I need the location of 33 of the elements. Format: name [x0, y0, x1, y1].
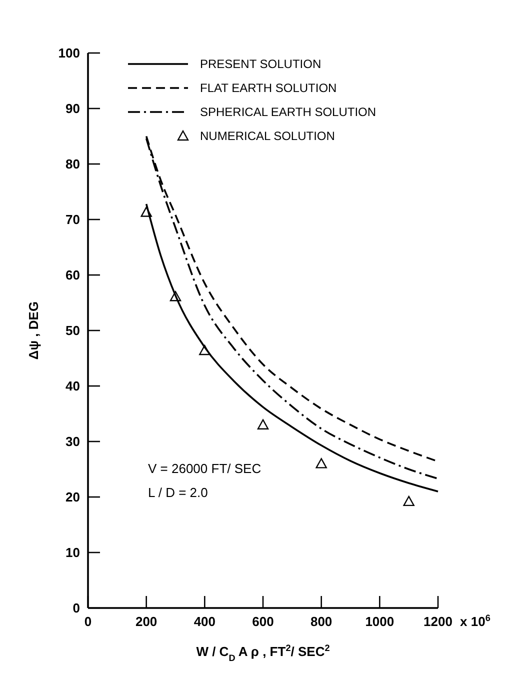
annotation: V = 26000 FT/ SEC [148, 461, 262, 476]
x-tick-label: 1200 [424, 614, 452, 629]
y-tick-label: 70 [66, 212, 80, 228]
x-tick-label: 400 [194, 614, 216, 629]
x-tick-label: 800 [310, 614, 332, 629]
point [140, 206, 152, 217]
y-tick-label: 30 [66, 434, 80, 450]
y-tick-label: 0 [72, 600, 80, 616]
point [257, 419, 269, 430]
legend-label: NUMERICAL SOLUTION [200, 129, 335, 144]
text: x 10$^{6}$ [460, 613, 490, 629]
y-tick-label: 40 [66, 378, 80, 394]
point [316, 458, 327, 468]
x-axis-title: W / C$_{D}$ A ρ , FT$^{2}$/ SEC$^{2}$ [196, 643, 330, 663]
legend-label: FLAT EARTH SOLUTION [200, 81, 337, 96]
x-tick-label: 1000 [365, 614, 394, 629]
y-tick-label: 50 [66, 323, 80, 338]
y-axis-title: Δψ , DEG [26, 301, 41, 360]
point [403, 496, 414, 506]
x-tick-label: 0 [84, 614, 92, 629]
x-tick-label: 200 [135, 614, 158, 629]
legend-label: PRESENT SOLUTION [200, 57, 322, 72]
y-tick-label: 90 [66, 101, 80, 116]
legend-label: SPHERICAL EARTH SOLUTION [200, 105, 376, 120]
y-tick-label: 10 [66, 545, 80, 560]
point [199, 344, 210, 356]
y-tick-label: 60 [66, 268, 80, 283]
y-tick-label: 80 [66, 156, 80, 172]
x-tick-label: 600 [252, 614, 274, 629]
point [170, 291, 182, 302]
y-tick-label: 100 [58, 46, 80, 61]
annotation: L / D = 2.0 [148, 485, 208, 500]
y-tick-label: 20 [66, 490, 80, 505]
